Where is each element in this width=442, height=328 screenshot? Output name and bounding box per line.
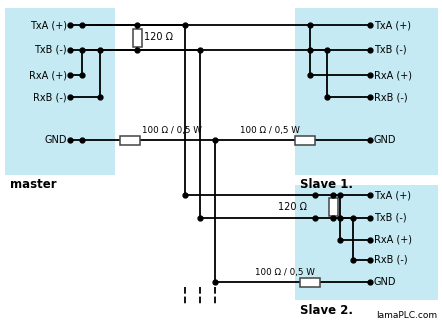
Bar xyxy=(5,8,115,175)
Text: GND: GND xyxy=(45,135,67,145)
Bar xyxy=(295,185,438,300)
Text: TxA (+): TxA (+) xyxy=(30,20,67,30)
Text: 100 Ω / 0,5 W: 100 Ω / 0,5 W xyxy=(142,127,202,135)
Text: RxB (-): RxB (-) xyxy=(34,92,67,102)
Text: 100 Ω / 0,5 W: 100 Ω / 0,5 W xyxy=(240,127,300,135)
Text: GND: GND xyxy=(374,277,396,287)
Bar xyxy=(295,135,315,145)
Text: Slave 1.: Slave 1. xyxy=(300,178,353,192)
Bar xyxy=(300,277,320,286)
Text: 100 Ω / 0,5 W: 100 Ω / 0,5 W xyxy=(255,269,315,277)
Text: GND: GND xyxy=(374,135,396,145)
Text: RxB (-): RxB (-) xyxy=(374,92,408,102)
Bar xyxy=(295,8,438,175)
Text: TxB (-): TxB (-) xyxy=(374,45,407,55)
Text: 120 Ω: 120 Ω xyxy=(278,201,307,212)
Bar xyxy=(133,29,141,47)
Text: 120 Ω: 120 Ω xyxy=(144,31,173,42)
Text: RxB (-): RxB (-) xyxy=(374,255,408,265)
Bar xyxy=(328,197,338,215)
Text: RxA (+): RxA (+) xyxy=(374,235,412,245)
Text: TxB (-): TxB (-) xyxy=(34,45,67,55)
Text: TxB (-): TxB (-) xyxy=(374,213,407,223)
Text: RxA (+): RxA (+) xyxy=(29,70,67,80)
Text: TxA (+): TxA (+) xyxy=(374,20,411,30)
Text: Slave 2.: Slave 2. xyxy=(300,303,353,317)
Bar xyxy=(120,135,140,145)
Text: lamaPLC.com: lamaPLC.com xyxy=(376,311,437,320)
Text: TxA (+): TxA (+) xyxy=(374,190,411,200)
Text: master: master xyxy=(10,178,57,192)
Text: RxA (+): RxA (+) xyxy=(374,70,412,80)
